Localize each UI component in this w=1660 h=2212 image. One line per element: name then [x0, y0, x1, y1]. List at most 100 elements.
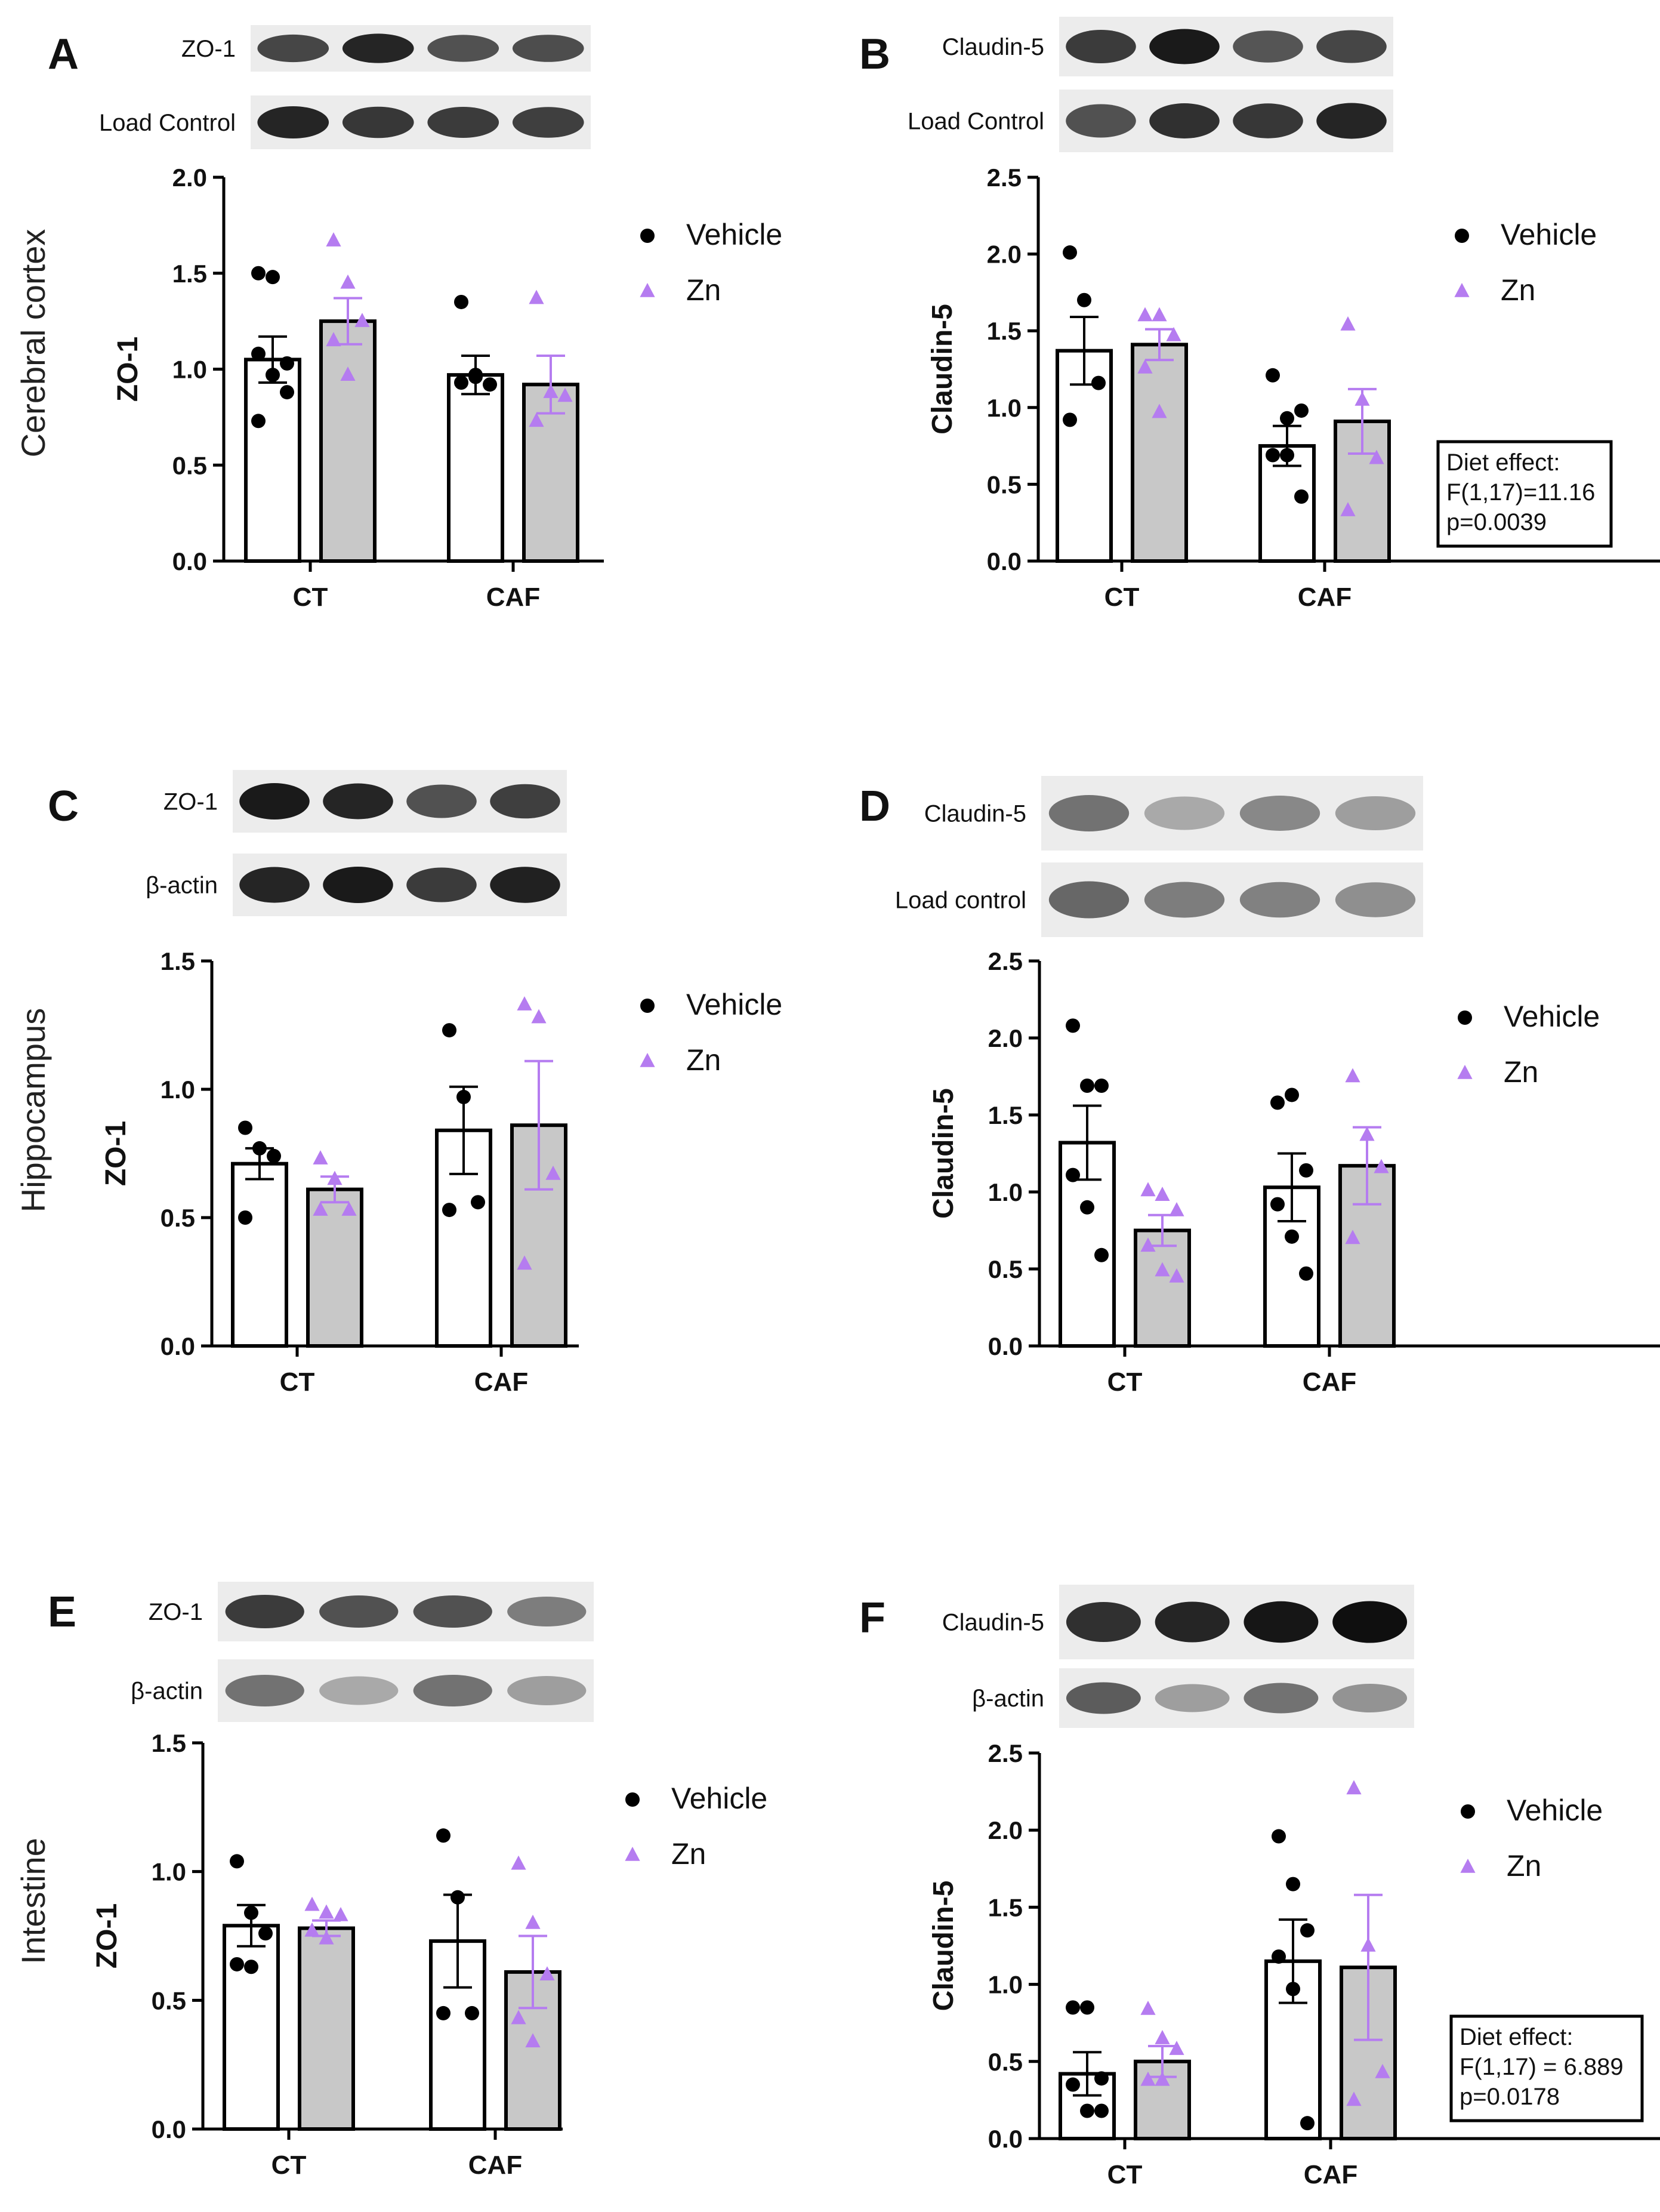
panel-a-letter: A: [48, 30, 79, 78]
stats-line: F(1,17)=11.16: [1446, 479, 1595, 506]
stats-line: Diet effect:: [1460, 2024, 1573, 2050]
data-point-vehicle: [238, 1120, 252, 1135]
panel-e: E ZO-1 β-actin 0.0 0.5 1.0 1.5 ZO-1 CT CAF Vehicle…: [48, 1582, 767, 2180]
data-point-vehicle: [266, 270, 280, 285]
y-tick-label: 0.5: [152, 1986, 186, 2014]
blot-band: [1144, 796, 1225, 830]
data-point-zn: [1166, 326, 1181, 341]
data-point-zn: [340, 274, 356, 289]
x-tick-label-caf: CAF: [1298, 583, 1352, 612]
x-tick-label-ct: CT: [280, 1367, 315, 1397]
legend-marker-vehicle: [625, 1792, 640, 1807]
data-point-vehicle: [1266, 448, 1280, 463]
blot-band: [1244, 1601, 1319, 1643]
data-point-vehicle: [465, 2005, 479, 2020]
data-point-vehicle: [252, 1141, 267, 1156]
blot-band: [1316, 103, 1387, 139]
stats-line: p=0.0178: [1460, 2084, 1560, 2110]
x-tick-label-caf: CAF: [1304, 2160, 1357, 2189]
data-point-vehicle: [456, 1089, 471, 1104]
legend-label-zn: Zn: [1507, 1849, 1541, 1883]
y-tick-label: 2.0: [988, 1816, 1023, 1844]
data-point-vehicle: [1294, 489, 1309, 504]
panel-d: D Claudin-5 Load control 0.0 0.5 1.0 1.5 2.0 2.5…: [859, 776, 1660, 1397]
data-point-zn: [1369, 449, 1384, 464]
data-point-zn: [1155, 2030, 1170, 2044]
data-point-vehicle: [1066, 1167, 1080, 1182]
data-point-zn: [1155, 1187, 1170, 1201]
data-point-zn: [525, 2033, 541, 2048]
legend-marker-vehicle: [640, 229, 655, 243]
data-point-vehicle: [1285, 1229, 1299, 1244]
data-point-zn: [543, 384, 559, 398]
x-tick-label-ct: CT: [1107, 1367, 1143, 1397]
data-point-vehicle: [251, 414, 266, 429]
data-point-zn: [511, 1855, 526, 1870]
data-point-vehicle: [483, 377, 497, 392]
legend-marker-zn: [1460, 1859, 1476, 1873]
data-point-zn: [1140, 2000, 1156, 2015]
data-point-vehicle: [280, 356, 294, 371]
blot-band: [406, 867, 477, 902]
blot-label: ZO-1: [149, 1599, 203, 1625]
panel-f-letter: F: [859, 1594, 885, 1642]
y-tick-label: 1.0: [152, 1858, 186, 1886]
y-tick-label: 0.0: [988, 1332, 1023, 1360]
y-tick-label: 0.0: [988, 2125, 1023, 2153]
data-point-zn: [1346, 1780, 1362, 1795]
data-point-vehicle: [1063, 245, 1077, 260]
blot-band: [257, 34, 329, 63]
data-point-vehicle: [1299, 1266, 1313, 1281]
data-point-zn: [517, 996, 532, 1011]
blot-band: [1066, 30, 1136, 63]
blot-band: [1155, 1684, 1230, 1712]
stats-box: [1449, 2014, 1644, 2122]
data-point-vehicle: [1094, 1078, 1109, 1093]
legend-label-vehicle: Vehicle: [1501, 218, 1597, 251]
blot-band: [239, 867, 310, 903]
data-point-vehicle: [1280, 411, 1294, 426]
row-label-intestine: Intestine: [14, 1838, 52, 1964]
y-axis-label: Claudin-5: [928, 1881, 959, 2011]
blot-band: [1048, 881, 1130, 919]
data-point-vehicle: [442, 1023, 456, 1038]
data-point-vehicle: [1094, 1247, 1109, 1262]
x-tick-label-caf: CAF: [486, 583, 540, 612]
data-point-vehicle: [238, 1210, 252, 1225]
blot-band: [225, 1595, 304, 1628]
blot-label: β-actin: [972, 1686, 1044, 1712]
legend-label-zn: Zn: [686, 273, 721, 307]
data-point-vehicle: [1063, 412, 1077, 427]
blot-band: [512, 107, 584, 138]
data-point-zn: [1140, 1182, 1156, 1197]
data-point-zn: [539, 1966, 555, 1980]
data-point-vehicle: [1285, 1087, 1299, 1102]
legend-label-zn: Zn: [671, 1837, 706, 1871]
data-point-zn: [525, 1914, 541, 1929]
data-point-vehicle: [1066, 1018, 1080, 1033]
data-point-vehicle: [471, 1195, 485, 1210]
blot-band: [319, 1676, 399, 1705]
data-point-zn: [333, 1906, 348, 1921]
x-tick-label-ct: CT: [293, 583, 328, 612]
blot-band: [1066, 1602, 1141, 1642]
bar-vehicle-caf: [447, 373, 504, 563]
y-tick-label: 1.0: [988, 1971, 1023, 1999]
blot-band: [1066, 104, 1136, 138]
blot-band: [1233, 103, 1303, 138]
y-tick-label: 1.5: [161, 947, 195, 975]
blot-band: [1332, 1601, 1408, 1643]
legend-marker-vehicle: [1461, 1804, 1475, 1819]
y-tick-label: 0.0: [987, 547, 1022, 575]
data-point-vehicle: [251, 346, 266, 361]
x-tick-label-ct: CT: [271, 2151, 307, 2180]
data-point-zn: [1152, 403, 1167, 418]
y-tick-label: 0.0: [161, 1332, 195, 1360]
data-point-vehicle: [230, 1854, 244, 1869]
data-point-vehicle: [468, 368, 483, 383]
y-tick-label: 1.5: [988, 1101, 1023, 1129]
data-point-vehicle: [230, 1957, 244, 1971]
data-point-vehicle: [1077, 292, 1091, 307]
data-point-zn: [1354, 391, 1370, 406]
